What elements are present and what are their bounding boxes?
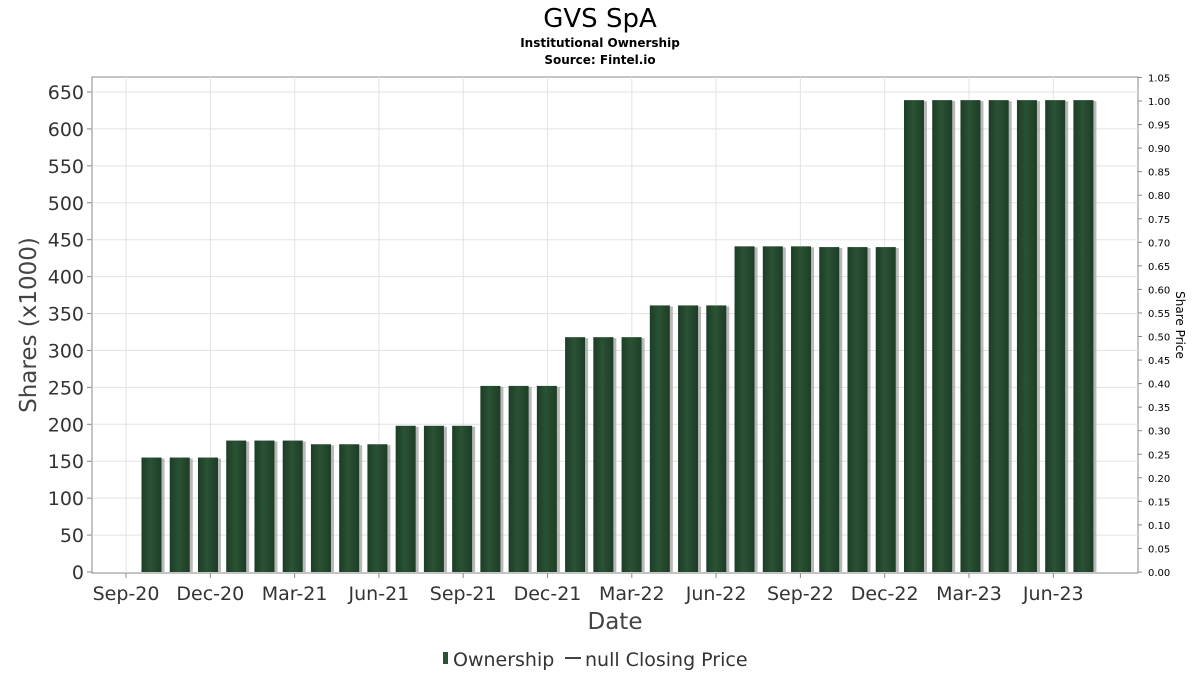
x-tick-label: Dec-22: [851, 583, 919, 605]
ownership-bar: [1073, 100, 1094, 572]
ownership-bar: [310, 444, 331, 572]
ownership-bar: [875, 247, 896, 573]
chart-source: Source: Fintel.io: [544, 53, 655, 67]
y2-tick-label: 0.25: [1148, 450, 1170, 461]
ownership-bar: [678, 305, 699, 572]
y2-tick-label: 0.65: [1148, 262, 1170, 273]
y-tick-label: 400: [48, 267, 84, 289]
ownership-bar: [367, 444, 388, 572]
y-tick-label: 300: [48, 340, 84, 362]
ownership-bar: [1045, 100, 1066, 572]
y-tick-label: 600: [48, 119, 84, 141]
ownership-bar: [480, 385, 501, 572]
y2-tick-label: 0.90: [1148, 144, 1170, 155]
y-tick-label: 500: [48, 193, 84, 215]
y-tick-label: 250: [48, 377, 84, 399]
ownership-bar: [536, 385, 557, 572]
x-tick-label: Jun-22: [685, 583, 747, 605]
ownership-bar: [762, 246, 783, 573]
x-tick-label: Mar-23: [936, 583, 1002, 605]
ownership-bar: [282, 440, 303, 572]
y-tick-label: 450: [48, 230, 84, 252]
y-tick-label: 550: [48, 156, 84, 178]
y2-tick-label: 0.35: [1148, 403, 1170, 414]
legend: Ownership null Closing Price: [443, 649, 748, 671]
y2-tick-label: 1.00: [1148, 97, 1170, 108]
y-tick-label: 200: [48, 414, 84, 436]
y2-axis-label: Share Price: [1173, 291, 1187, 359]
ownership-bar: [819, 247, 840, 573]
y2-tick-label: 1.05: [1148, 73, 1170, 84]
y-tick-label: 50: [60, 525, 84, 547]
ownership-bar: [988, 100, 1009, 572]
y2-tick-label: 0.05: [1148, 544, 1170, 555]
bar-series: [141, 100, 1097, 573]
ownership-bar: [508, 385, 529, 572]
y2-tick-label: 0.50: [1148, 333, 1170, 344]
x-tick-label: Dec-21: [514, 583, 582, 605]
y2-tick-label: 0.00: [1148, 568, 1170, 579]
x-tick-label: Jun-21: [348, 583, 410, 605]
ownership-bar: [141, 457, 162, 572]
ownership-bar: [932, 100, 953, 572]
chart-title: GVS SpA: [543, 4, 657, 34]
x-tick-label: Sep-20: [93, 583, 160, 605]
x-tick-label: Sep-21: [430, 583, 497, 605]
x-tick-label: Jun-23: [1022, 583, 1084, 605]
y2-tick-label: 0.15: [1148, 497, 1170, 508]
y2-tick-label: 0.55: [1148, 309, 1170, 320]
ownership-bar: [226, 440, 247, 572]
y2-tick-label: 0.20: [1148, 474, 1170, 485]
legend-label-ownership: Ownership: [453, 649, 554, 671]
y2-tick-label: 0.80: [1148, 191, 1170, 202]
left-axis-ticks: 0 50 100 150 200 250 300 350 400 450 500 550 600 650: [48, 82, 92, 584]
y2-tick-label: 0.45: [1148, 356, 1170, 367]
ownership-bar: [395, 425, 416, 572]
ownership-bar: [565, 337, 586, 572]
ownership-bar: [197, 457, 218, 572]
ownership-bar: [649, 305, 670, 572]
y2-tick-label: 0.85: [1148, 168, 1170, 179]
ownership-bar: [339, 444, 360, 572]
y2-tick-label: 0.10: [1148, 521, 1170, 532]
ownership-bar: [452, 425, 473, 572]
x-tick-label: Mar-22: [599, 583, 665, 605]
ownership-bar: [621, 337, 642, 572]
y2-tick-label: 0.60: [1148, 285, 1170, 296]
y-tick-label: 650: [48, 82, 84, 104]
ownership-bar: [593, 337, 614, 572]
x-tick-label: Mar-21: [262, 583, 328, 605]
ownership-bar: [960, 100, 981, 572]
ownership-bar: [903, 100, 924, 572]
ownership-bar: [847, 247, 868, 573]
chart-subtitle: Institutional Ownership: [520, 36, 680, 50]
x-axis-ticks: Sep-20 Dec-20 Mar-21 Jun-21 Sep-21 Dec-21 Mar-…: [93, 573, 1084, 605]
x-tick-label: Dec-20: [176, 583, 244, 605]
y-tick-label: 150: [48, 451, 84, 473]
legend-swatch-ownership: [443, 652, 448, 664]
y-tick-label: 350: [48, 304, 84, 326]
y-tick-label: 100: [48, 488, 84, 510]
x-axis-label: Date: [588, 609, 643, 635]
ownership-bar: [706, 305, 727, 572]
ownership-bar: [734, 246, 755, 573]
y2-tick-label: 0.30: [1148, 427, 1170, 438]
y2-tick-label: 0.75: [1148, 215, 1170, 226]
x-tick-label: Sep-22: [767, 583, 834, 605]
ownership-bar: [254, 440, 275, 572]
ownership-bar: [1016, 100, 1037, 572]
y2-tick-label: 0.40: [1148, 380, 1170, 391]
y2-tick-label: 0.70: [1148, 238, 1170, 249]
ownership-bar: [423, 425, 444, 572]
ownership-bar: [169, 457, 190, 572]
ownership-bar: [791, 246, 812, 573]
y-axis-label: Shares (x1000): [16, 237, 42, 413]
y-tick-label: 0: [72, 562, 84, 584]
legend-label-price: null Closing Price: [585, 649, 748, 671]
y2-tick-label: 0.95: [1148, 121, 1170, 132]
right-axis-ticks: 0.00 0.05 0.10 0.15 0.20 0.25 0.30 0.35 0.40 0.45…: [1138, 73, 1170, 579]
